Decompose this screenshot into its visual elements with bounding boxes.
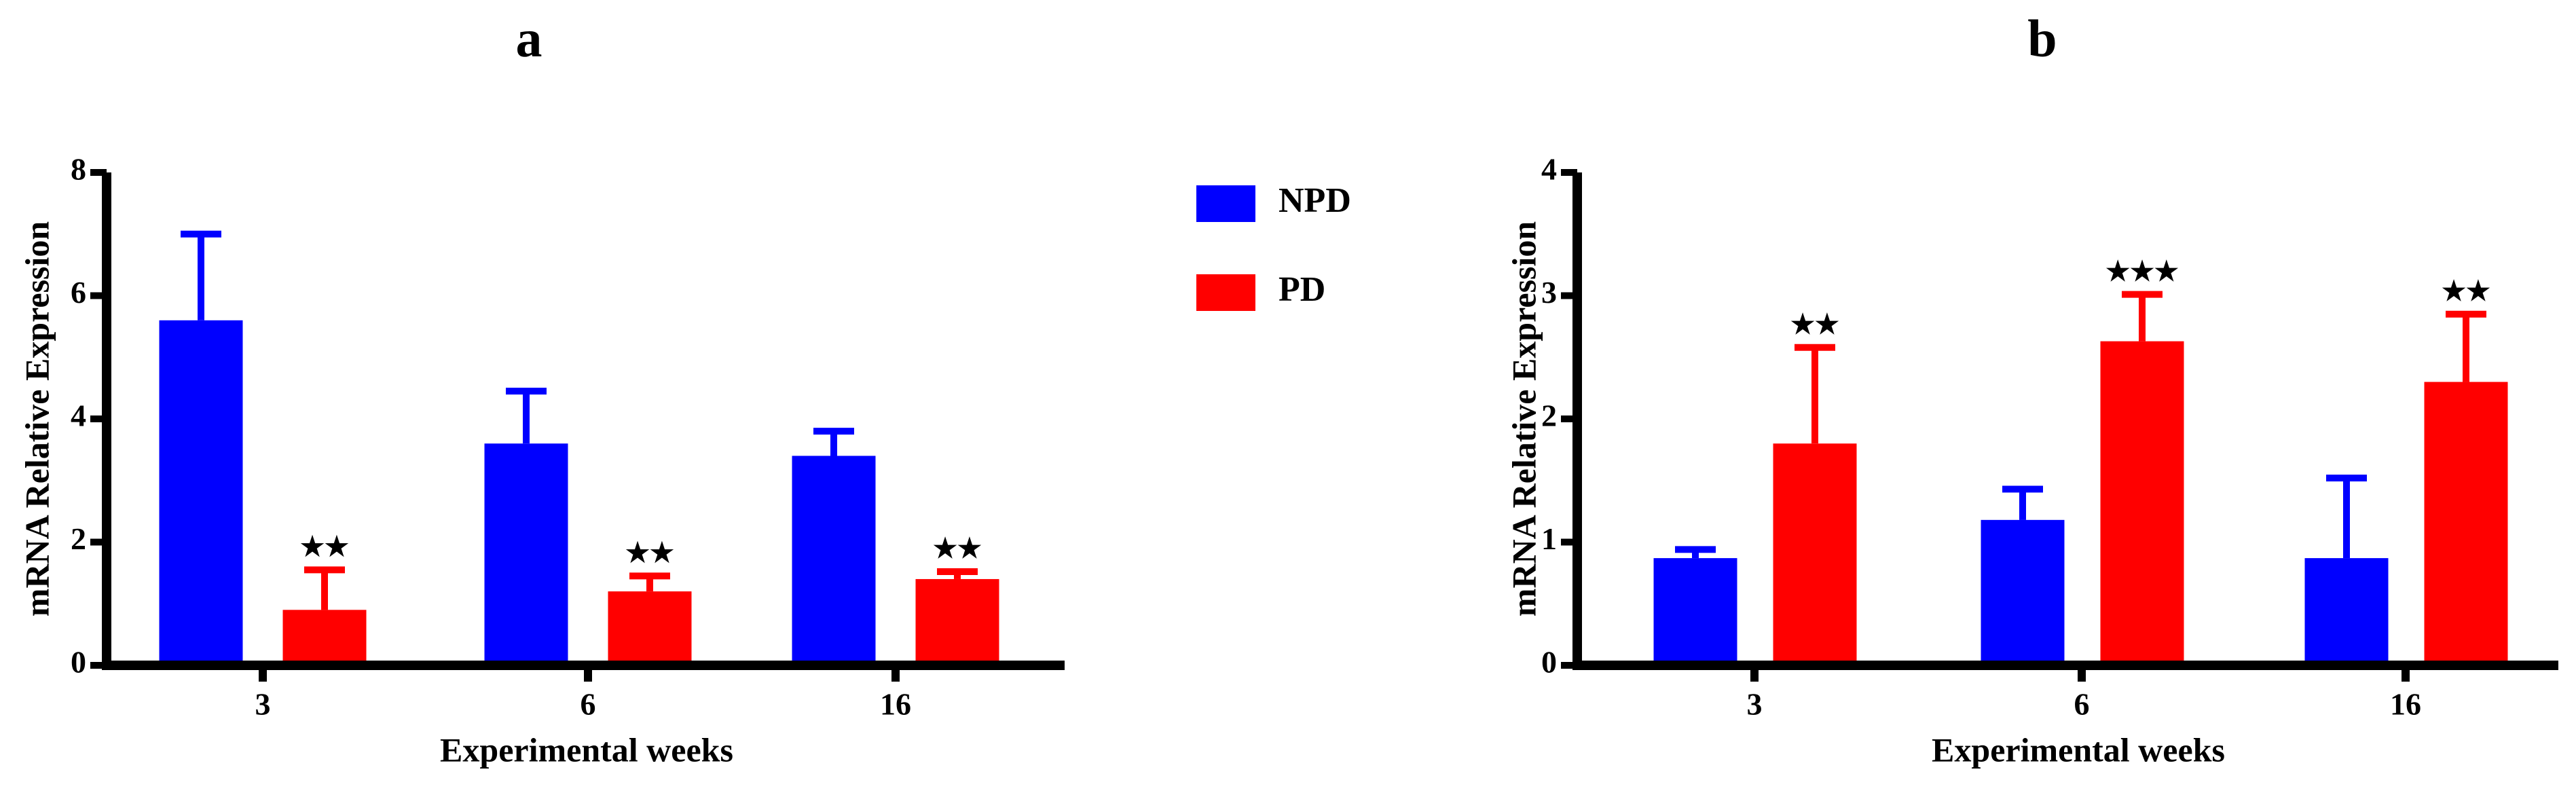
x-tick-label: 3 (1747, 687, 1763, 722)
significance-label: ★★ (933, 533, 982, 563)
y-tick-label: 4 (1541, 152, 1557, 187)
bar (1653, 558, 1737, 665)
significance-label: ★★ (1790, 309, 1839, 339)
bar (608, 591, 692, 665)
legend-label: PD (1278, 270, 1325, 309)
y-tick-label: 3 (1541, 275, 1557, 310)
bar (159, 320, 243, 665)
legend-swatch (1196, 274, 1255, 311)
x-tick-label: 6 (2074, 687, 2090, 722)
y-tick-label: 6 (71, 275, 86, 310)
x-axis-label: Experimental weeks (1932, 731, 2225, 769)
bar (2304, 558, 2389, 665)
y-tick-label: 8 (71, 152, 86, 187)
bar (484, 443, 568, 665)
y-tick-label: 1 (1541, 521, 1557, 556)
bar (2100, 341, 2184, 665)
legend-swatch (1196, 185, 1255, 222)
y-tick-label: 2 (71, 521, 86, 556)
chart-title: a (516, 9, 542, 68)
bar (792, 456, 876, 665)
y-tick-label: 0 (1541, 645, 1557, 680)
chart-title: b (2027, 9, 2057, 68)
x-tick-label: 3 (255, 687, 271, 722)
x-tick-label: 16 (880, 687, 911, 722)
bar (1981, 519, 2065, 665)
bar (1773, 443, 1857, 665)
bar (915, 578, 999, 665)
significance-label: ★★ (625, 538, 674, 568)
legend-label: NPD (1278, 181, 1351, 220)
y-axis-label: mRNA Relative Expression (18, 221, 56, 617)
significance-label: ★★ (2442, 276, 2490, 306)
y-tick-label: 2 (1541, 399, 1557, 433)
significance-label: ★★ (300, 532, 349, 562)
y-tick-label: 0 (71, 645, 86, 680)
y-tick-label: 4 (71, 399, 86, 433)
x-tick-label: 16 (2390, 687, 2421, 722)
bar (2424, 382, 2508, 665)
y-axis-label: mRNA Relative Expression (1505, 221, 1543, 617)
bar (282, 610, 367, 665)
x-axis-label: Experimental weeks (440, 731, 733, 769)
significance-label: ★★★ (2105, 256, 2179, 286)
x-tick-label: 6 (581, 687, 596, 722)
